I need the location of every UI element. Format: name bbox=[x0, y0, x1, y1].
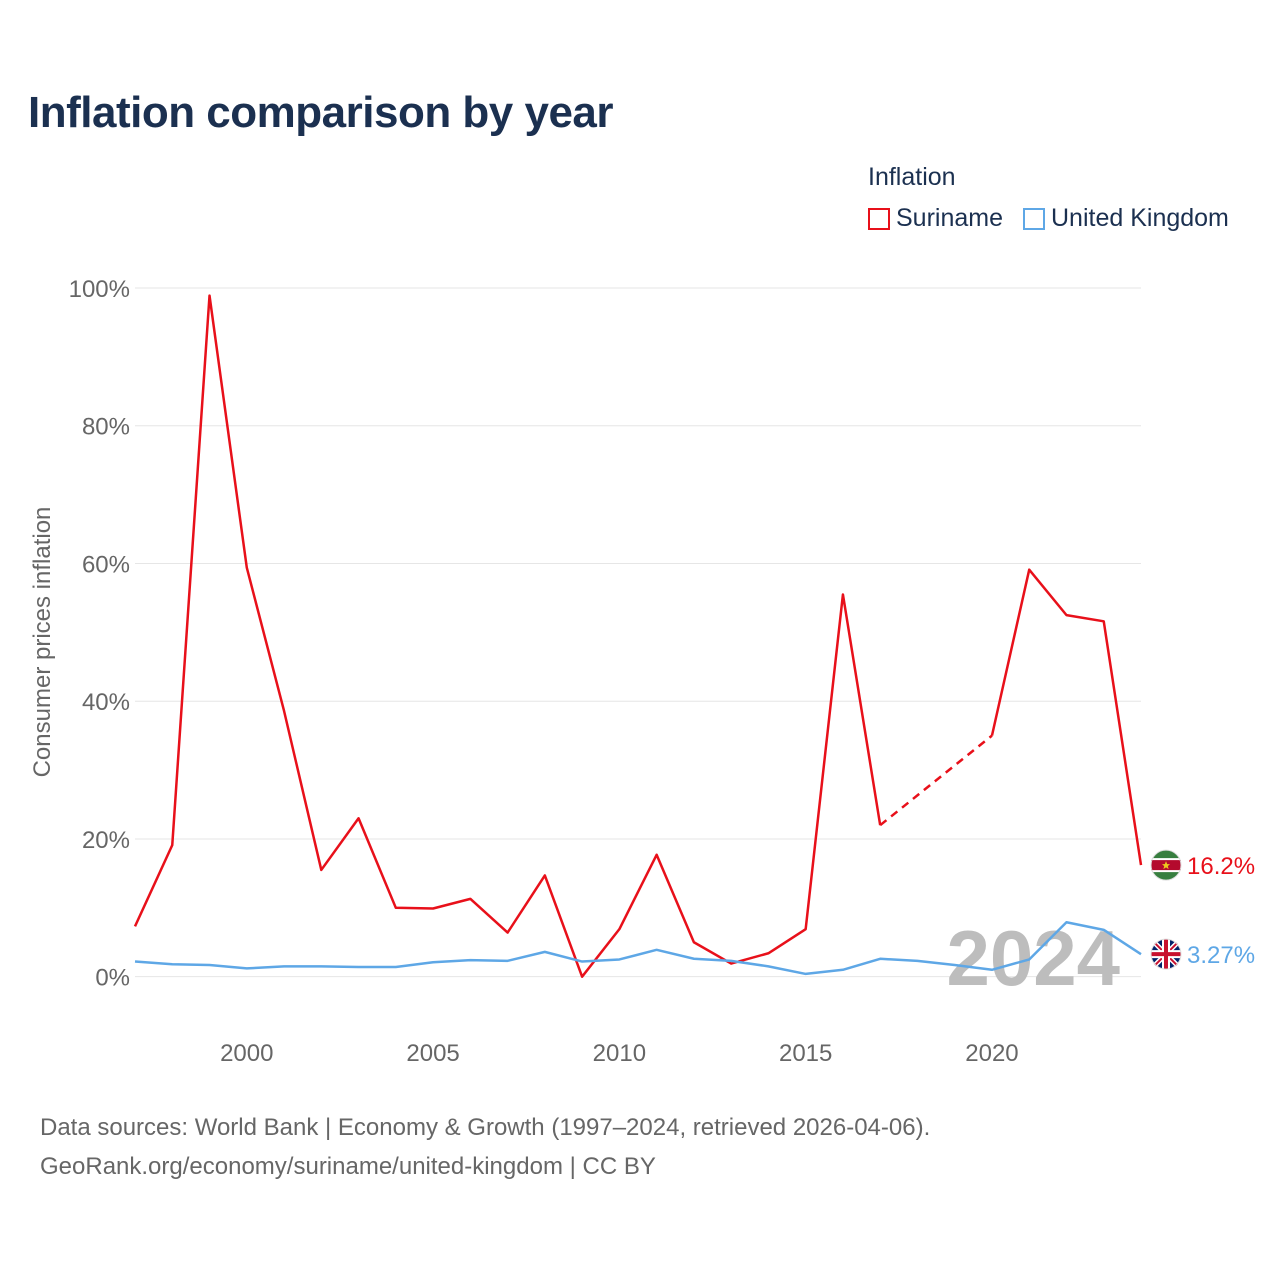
legend-title: Inflation bbox=[868, 163, 956, 191]
x-tick-label: 2000 bbox=[220, 1040, 273, 1067]
y-tick-label: 80% bbox=[82, 414, 130, 441]
source-line-2[interactable]: GeoRank.org/economy/suriname/united-king… bbox=[40, 1153, 656, 1180]
series-line-suriname bbox=[133, 294, 882, 978]
end-value-label-united-kingdom: 3.27% bbox=[1187, 942, 1255, 969]
x-tick-label: 2005 bbox=[406, 1040, 459, 1067]
series-line-suriname bbox=[990, 568, 1143, 866]
legend-label-suriname: Suriname bbox=[896, 204, 1003, 232]
series-gap-suriname bbox=[879, 734, 993, 827]
source-line-1: Data sources: World Bank | Economy & Gro… bbox=[40, 1114, 931, 1141]
legend-swatch-suriname bbox=[868, 207, 890, 230]
source-note: Data sources: World Bank | Economy & Gro… bbox=[40, 1108, 930, 1186]
chart-title: Inflation comparison by year bbox=[28, 88, 614, 137]
legend-label-united-kingdom: United Kingdom bbox=[1051, 204, 1229, 232]
x-tick-label: 2015 bbox=[779, 1040, 832, 1067]
legend-swatch-united-kingdom bbox=[1023, 207, 1045, 230]
legend-item-suriname[interactable]: Suriname bbox=[868, 204, 1003, 233]
flag-outline bbox=[1150, 938, 1182, 970]
y-tick-label: 100% bbox=[69, 276, 130, 303]
year-watermark: 2024 bbox=[946, 914, 1120, 1002]
y-tick-label: 20% bbox=[82, 827, 130, 854]
y-tick-label: 60% bbox=[82, 551, 130, 578]
y-tick-label: 40% bbox=[82, 689, 130, 716]
y-tick-label: 0% bbox=[95, 965, 130, 992]
end-value-label-suriname: 16.2% bbox=[1187, 853, 1255, 880]
legend-item-united-kingdom[interactable]: United Kingdom bbox=[1023, 204, 1229, 233]
suriname-flag-icon bbox=[1150, 849, 1182, 881]
legend: Suriname United Kingdom bbox=[868, 204, 1249, 233]
uk-flag-icon bbox=[1150, 938, 1182, 970]
series-line-united-kingdom bbox=[134, 921, 1142, 976]
x-tick-label: 2020 bbox=[965, 1040, 1018, 1067]
flag-star bbox=[1162, 861, 1170, 870]
x-tick-label: 2010 bbox=[593, 1040, 646, 1067]
flag-outline bbox=[1150, 849, 1182, 881]
